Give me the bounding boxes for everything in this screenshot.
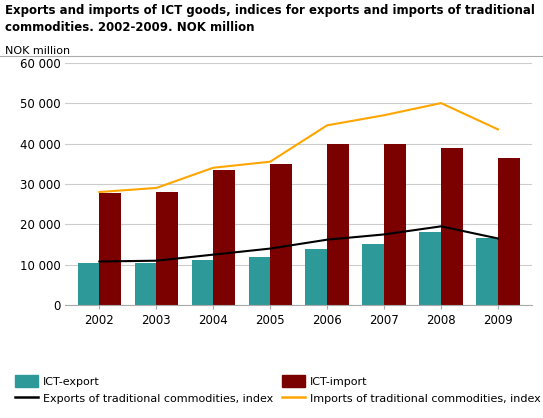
Bar [441, 148, 463, 305]
Bar [384, 143, 406, 305]
Bar [156, 192, 178, 305]
Bar [362, 244, 384, 305]
Bar [498, 158, 520, 305]
Text: Exports and imports of ICT goods, indices for exports and imports of traditional: Exports and imports of ICT goods, indice… [5, 4, 535, 34]
Bar [476, 238, 498, 305]
Text: NOK million: NOK million [5, 46, 71, 56]
Bar [249, 257, 270, 305]
Bar [306, 249, 327, 305]
Bar [419, 232, 441, 305]
Bar [327, 143, 349, 305]
Bar [135, 263, 156, 305]
Bar [78, 263, 99, 305]
Bar [99, 193, 121, 305]
Bar [213, 170, 235, 305]
Bar [270, 164, 292, 305]
Legend: ICT-export, Exports of traditional commodities, index, ICT-import, Imports of tr: ICT-export, Exports of traditional commo… [11, 371, 543, 408]
Bar [192, 260, 213, 305]
